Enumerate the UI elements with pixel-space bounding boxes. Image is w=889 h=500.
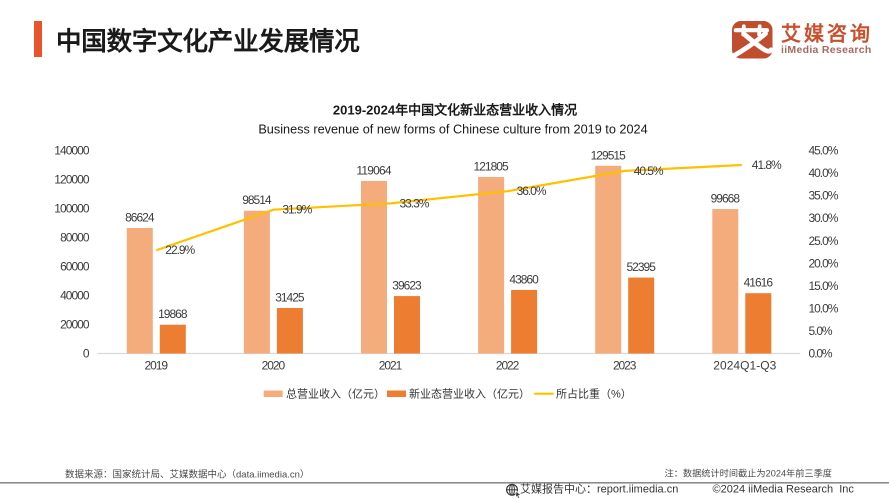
svg-text:2019: 2019: [145, 359, 169, 373]
svg-text:总营业收入（亿元）: 总营业收入（亿元）: [286, 387, 385, 401]
svg-text:19868: 19868: [158, 307, 188, 321]
svg-text:119064: 119064: [356, 163, 392, 177]
svg-text:10.0%: 10.0%: [809, 301, 839, 315]
svg-text:iiMedia Research: iiMedia Research: [781, 44, 872, 56]
svg-text:80000: 80000: [60, 231, 90, 245]
svg-text:数据来源：国家统计局、艾媒数据中心（data.iimedia: 数据来源：国家统计局、艾媒数据中心（data.iimedia.cn）: [65, 469, 309, 481]
svg-text:2024Q1-Q3: 2024Q1-Q3: [713, 359, 776, 373]
svg-text:0: 0: [83, 347, 90, 361]
svg-text:98514: 98514: [242, 193, 272, 207]
svg-text:43860: 43860: [509, 272, 539, 286]
svg-text:121805: 121805: [474, 160, 510, 174]
svg-text:注：数据统计时间截止为2024年前三季度: 注：数据统计时间截止为2024年前三季度: [665, 468, 832, 479]
svg-text:2022: 2022: [496, 359, 520, 373]
svg-text:20000: 20000: [60, 318, 90, 332]
svg-text:41616: 41616: [744, 276, 774, 290]
svg-text:40000: 40000: [60, 289, 90, 303]
svg-text:0.0%: 0.0%: [809, 347, 833, 361]
svg-text:35.0%: 35.0%: [809, 189, 839, 203]
svg-text:Business revenue of new forms: Business revenue of new forms of Chinese…: [258, 123, 647, 137]
svg-text:2021: 2021: [379, 359, 403, 373]
svg-text:36.0%: 36.0%: [517, 184, 547, 198]
svg-text:艾媒咨询: 艾媒咨询: [781, 22, 873, 46]
svg-text:22.9%: 22.9%: [165, 243, 195, 257]
svg-text:新业态营业收入（亿元）: 新业态营业收入（亿元）: [409, 387, 530, 401]
svg-text:艾媒报告中心：report.iimedia.cn: 艾媒报告中心：report.iimedia.cn: [520, 482, 678, 496]
svg-text:2023: 2023: [613, 359, 637, 373]
svg-text:5.0%: 5.0%: [809, 324, 833, 338]
svg-text:2020: 2020: [262, 359, 286, 373]
svg-text:20.0%: 20.0%: [809, 256, 839, 270]
svg-text:40.0%: 40.0%: [809, 166, 839, 180]
svg-text:52395: 52395: [627, 260, 657, 274]
svg-text:41.8%: 41.8%: [752, 158, 782, 172]
svg-text:25.0%: 25.0%: [809, 234, 839, 248]
svg-text:60000: 60000: [60, 260, 90, 274]
svg-text:140000: 140000: [54, 144, 90, 158]
svg-text:99668: 99668: [711, 192, 741, 206]
svg-text:120000: 120000: [54, 173, 90, 187]
svg-text:45.0%: 45.0%: [809, 144, 839, 158]
svg-text:86624: 86624: [125, 211, 155, 225]
svg-text:129515: 129515: [591, 148, 627, 162]
svg-text:30.0%: 30.0%: [809, 211, 839, 225]
svg-text:31425: 31425: [275, 291, 305, 305]
svg-text:100000: 100000: [54, 202, 90, 216]
svg-text:39623: 39623: [392, 279, 422, 293]
svg-text:33.3%: 33.3%: [400, 196, 430, 210]
svg-text:2019-2024年中国文化新业态营业收入情况: 2019-2024年中国文化新业态营业收入情况: [333, 103, 577, 118]
svg-text:所占比重（%）: 所占比重（%）: [556, 387, 632, 401]
svg-text:31.9%: 31.9%: [282, 203, 312, 217]
svg-text:40.5%: 40.5%: [634, 164, 664, 178]
svg-text:15.0%: 15.0%: [809, 279, 839, 293]
svg-text:©2024 iiMedia Research Inc: ©2024 iiMedia Research Inc: [713, 484, 855, 496]
